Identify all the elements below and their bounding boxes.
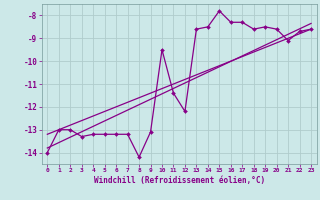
X-axis label: Windchill (Refroidissement éolien,°C): Windchill (Refroidissement éolien,°C)	[94, 176, 265, 185]
